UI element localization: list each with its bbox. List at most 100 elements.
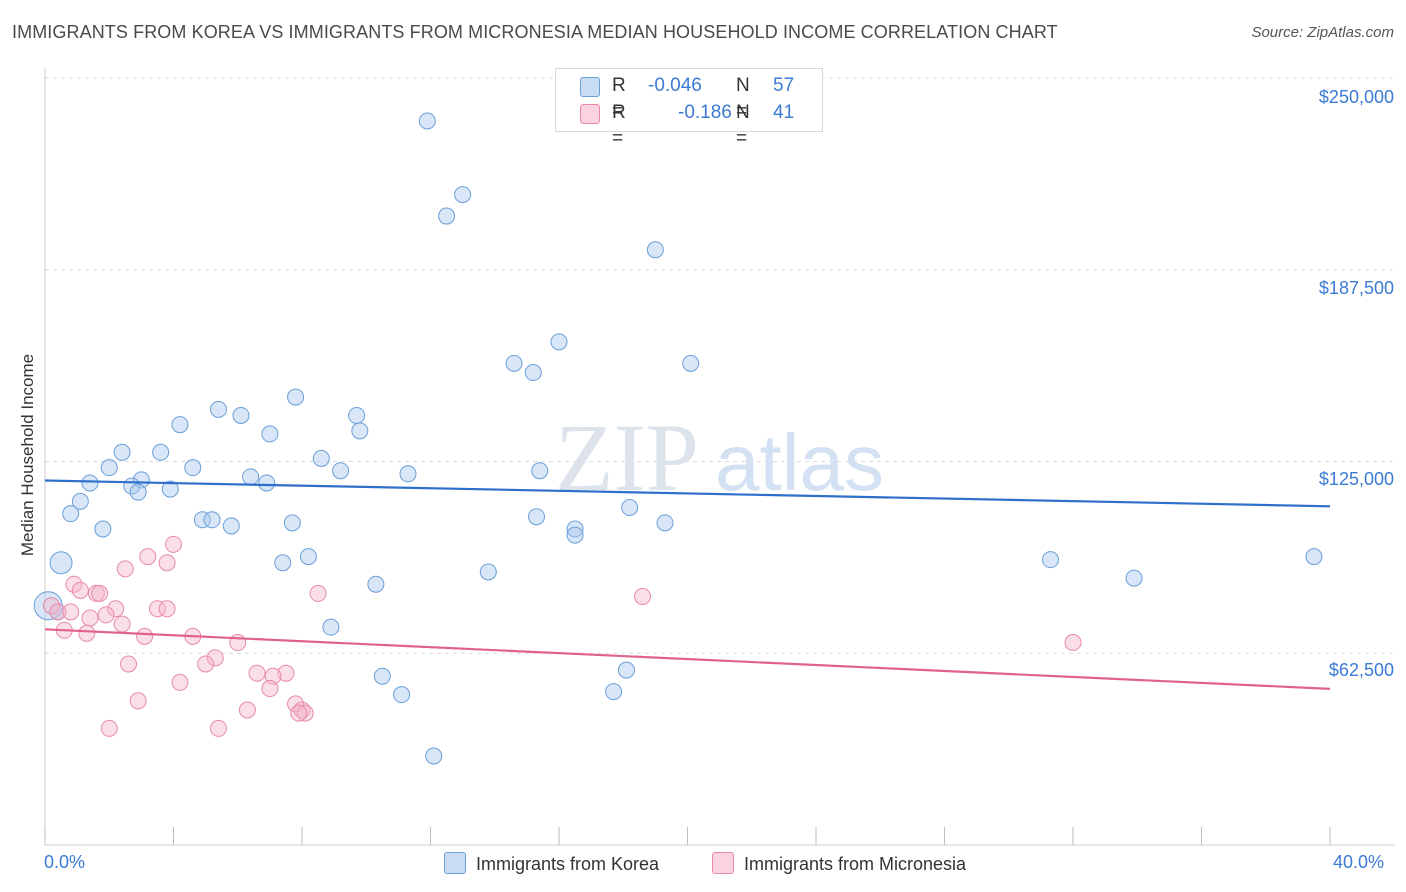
micronesia-point [238, 701, 256, 719]
micronesia-point [107, 600, 125, 618]
korea-point [682, 354, 700, 372]
korea-point [425, 747, 443, 765]
micronesia-point [49, 603, 67, 621]
watermark-atlas: atlas [715, 418, 884, 507]
legend-label-micronesia: Immigrants from Micronesia [744, 854, 967, 874]
korea-point [203, 511, 221, 529]
trend-lines [44, 479, 1331, 690]
korea-point [299, 548, 317, 566]
micronesia-point [120, 655, 138, 673]
korea-point [393, 686, 411, 704]
korea-point [351, 422, 369, 440]
korea-point [656, 514, 674, 532]
micronesia-point [136, 627, 154, 645]
korea-point [152, 443, 170, 461]
series-micronesia [42, 535, 1082, 737]
micronesia-point [91, 584, 109, 602]
legend-item-micronesia: Immigrants from Micronesia [712, 852, 966, 875]
micronesia-point [78, 624, 96, 642]
micronesia-point [116, 560, 134, 578]
korea-point [524, 364, 542, 382]
x-tick-label-max: 40.0% [1333, 852, 1385, 872]
micronesia-point [248, 664, 266, 682]
n-value: 57 [773, 75, 795, 96]
korea-point [232, 406, 250, 424]
micronesia-point [1064, 634, 1082, 652]
korea-point [399, 465, 417, 483]
micronesia-point [139, 548, 157, 566]
r-label: R = [612, 102, 626, 149]
korea-point [550, 333, 568, 351]
korea-point [287, 388, 305, 406]
korea-point [113, 443, 131, 461]
legend-item-korea: Immigrants from Korea [444, 852, 659, 875]
korea-point [605, 683, 623, 701]
korea-point [566, 520, 584, 538]
korea-point [531, 462, 549, 480]
watermark-zip: ZIP [555, 404, 699, 511]
micronesia-point [634, 587, 652, 605]
korea-point [528, 508, 546, 526]
korea-point [261, 425, 279, 443]
korea-point [100, 459, 118, 477]
n-value: 41 [773, 102, 795, 123]
korea-point [193, 511, 211, 529]
gridlines [45, 77, 1395, 654]
korea-point [71, 492, 89, 510]
micronesia-point [165, 535, 182, 553]
korea-point [418, 112, 436, 130]
micronesia-point [293, 701, 311, 719]
micronesia-point [197, 655, 215, 673]
korea-point [479, 563, 497, 581]
korea-point [129, 483, 147, 501]
korea-point [1125, 569, 1143, 587]
korea-point [454, 186, 472, 204]
n-label: N = [736, 102, 750, 149]
micronesia-point [209, 719, 227, 737]
chart-title: IMMIGRANTS FROM KOREA VS IMMIGRANTS FROM… [12, 22, 1058, 42]
axes [44, 68, 1395, 846]
y-tick-label: $125,000 [1318, 469, 1394, 489]
r-value: -0.186 [678, 102, 732, 123]
korea-point [184, 459, 202, 477]
korea-point [367, 575, 385, 593]
korea-point [274, 554, 292, 572]
r-label: R = [612, 75, 626, 122]
korea-point [373, 667, 391, 685]
korea-point [49, 551, 73, 575]
y-tick-label: $62,500 [1328, 660, 1394, 680]
korea-point [646, 241, 664, 259]
y-tick-label: $187,500 [1318, 278, 1394, 298]
y-tick-label: $250,000 [1318, 87, 1394, 107]
legend-swatch-micronesia [712, 852, 734, 874]
source-credit: Source: ZipAtlas.com [1251, 24, 1394, 41]
micronesia-point [62, 603, 80, 621]
micronesia-point [296, 704, 314, 722]
legend-swatch-korea [580, 77, 600, 97]
micronesia-point [113, 615, 131, 633]
micronesia-point [261, 680, 279, 698]
micronesia-point [148, 600, 166, 618]
korea-point [621, 499, 639, 517]
korea-point [1042, 551, 1060, 569]
korea-point [209, 400, 227, 418]
korea-point [62, 505, 80, 523]
r-value: -0.046 [648, 75, 702, 96]
micronesia-point [158, 600, 176, 618]
micronesia-point [71, 581, 89, 599]
n-label: N = [736, 75, 750, 122]
korea-point [81, 474, 99, 492]
micronesia-point [290, 704, 308, 722]
korea-point [617, 661, 635, 679]
korea-point [566, 526, 584, 544]
micronesia-point [206, 649, 224, 667]
korea-trend-line [44, 479, 1331, 508]
micronesia-point [129, 692, 147, 710]
korea-point [332, 462, 350, 480]
legend-label-korea: Immigrants from Korea [476, 854, 660, 874]
micronesia-point [42, 597, 60, 615]
micronesia-point [171, 673, 189, 691]
korea-point [161, 480, 179, 498]
micronesia-point [65, 575, 83, 593]
korea-point [1305, 548, 1323, 566]
